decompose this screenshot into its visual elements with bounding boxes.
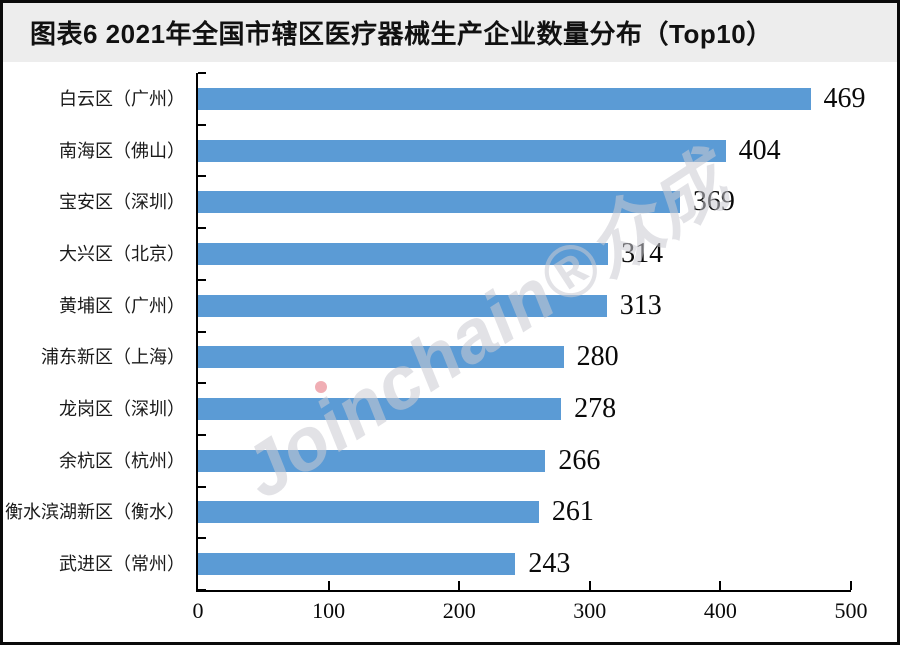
x-axis-tick — [719, 581, 722, 590]
x-axis-tick-label: 300 — [573, 598, 607, 623]
y-axis-tick — [198, 433, 206, 436]
y-axis-tick — [198, 123, 206, 126]
y-axis-tick — [198, 485, 206, 488]
y-axis-tick — [198, 382, 206, 385]
x-axis-tick-label: 100 — [312, 598, 346, 623]
bar — [198, 449, 546, 472]
x-axis-tick-label: 0 — [192, 598, 204, 623]
x-axis-tick-label: 400 — [703, 598, 737, 623]
bar — [198, 139, 726, 162]
bar-value-label: 243 — [528, 548, 571, 580]
bar-value-label: 404 — [738, 134, 781, 166]
bar-value-label: 266 — [558, 444, 601, 476]
category-label: 余杭区（杭州） — [59, 450, 185, 471]
bar-value-label: 469 — [823, 82, 866, 114]
bar — [198, 501, 539, 524]
chart-title: 图表6 2021年全国市辖区医疗器械生产企业数量分布（Top10） — [30, 19, 773, 49]
category-label: 衡水滨湖新区（衡水） — [5, 502, 185, 523]
bar-value-label: 261 — [551, 496, 594, 528]
y-axis-tick — [198, 175, 206, 178]
bar-value-label: 278 — [574, 393, 617, 425]
bar — [198, 553, 516, 576]
bar — [198, 398, 562, 421]
x-axis-tick — [850, 581, 852, 590]
y-axis-tick — [198, 227, 206, 230]
bar — [198, 294, 607, 317]
category-label: 浦东新区（上海） — [41, 347, 185, 368]
bar — [198, 191, 680, 214]
category-label: 南海区（佛山） — [59, 140, 185, 161]
y-axis-tick — [198, 537, 206, 540]
category-label: 武进区（常州） — [59, 554, 185, 575]
category-label: 黄埔区（广州） — [59, 295, 185, 316]
x-axis-tick — [458, 581, 461, 590]
title-band: 图表6 2021年全国市辖区医疗器械生产企业数量分布（Top10） — [3, 3, 897, 62]
bar-value-label: 369 — [692, 186, 735, 218]
y-axis-tick — [198, 330, 206, 333]
x-axis-tick-label: 500 — [834, 598, 868, 623]
category-label: 大兴区（北京） — [59, 243, 185, 264]
category-label: 宝安区（深圳） — [59, 192, 185, 213]
y-axis-tick — [198, 72, 206, 74]
bar-value-label: 313 — [619, 289, 662, 321]
y-axis-tick — [198, 589, 206, 591]
bar-value-label: 314 — [621, 237, 664, 269]
x-axis-tick — [327, 581, 330, 590]
bar-value-label: 280 — [576, 341, 619, 373]
plot-area: 469 404 369 314 313 280 278 266 261 243 — [196, 72, 866, 592]
bar — [198, 87, 811, 110]
category-label: 龙岗区（深圳） — [59, 399, 185, 420]
bar — [198, 346, 564, 369]
x-axis-tick-label: 200 — [442, 598, 476, 623]
y-axis-tick — [198, 278, 206, 281]
category-label: 白云区（广州） — [59, 88, 185, 109]
x-axis-tick — [588, 581, 591, 590]
bar — [198, 242, 609, 265]
